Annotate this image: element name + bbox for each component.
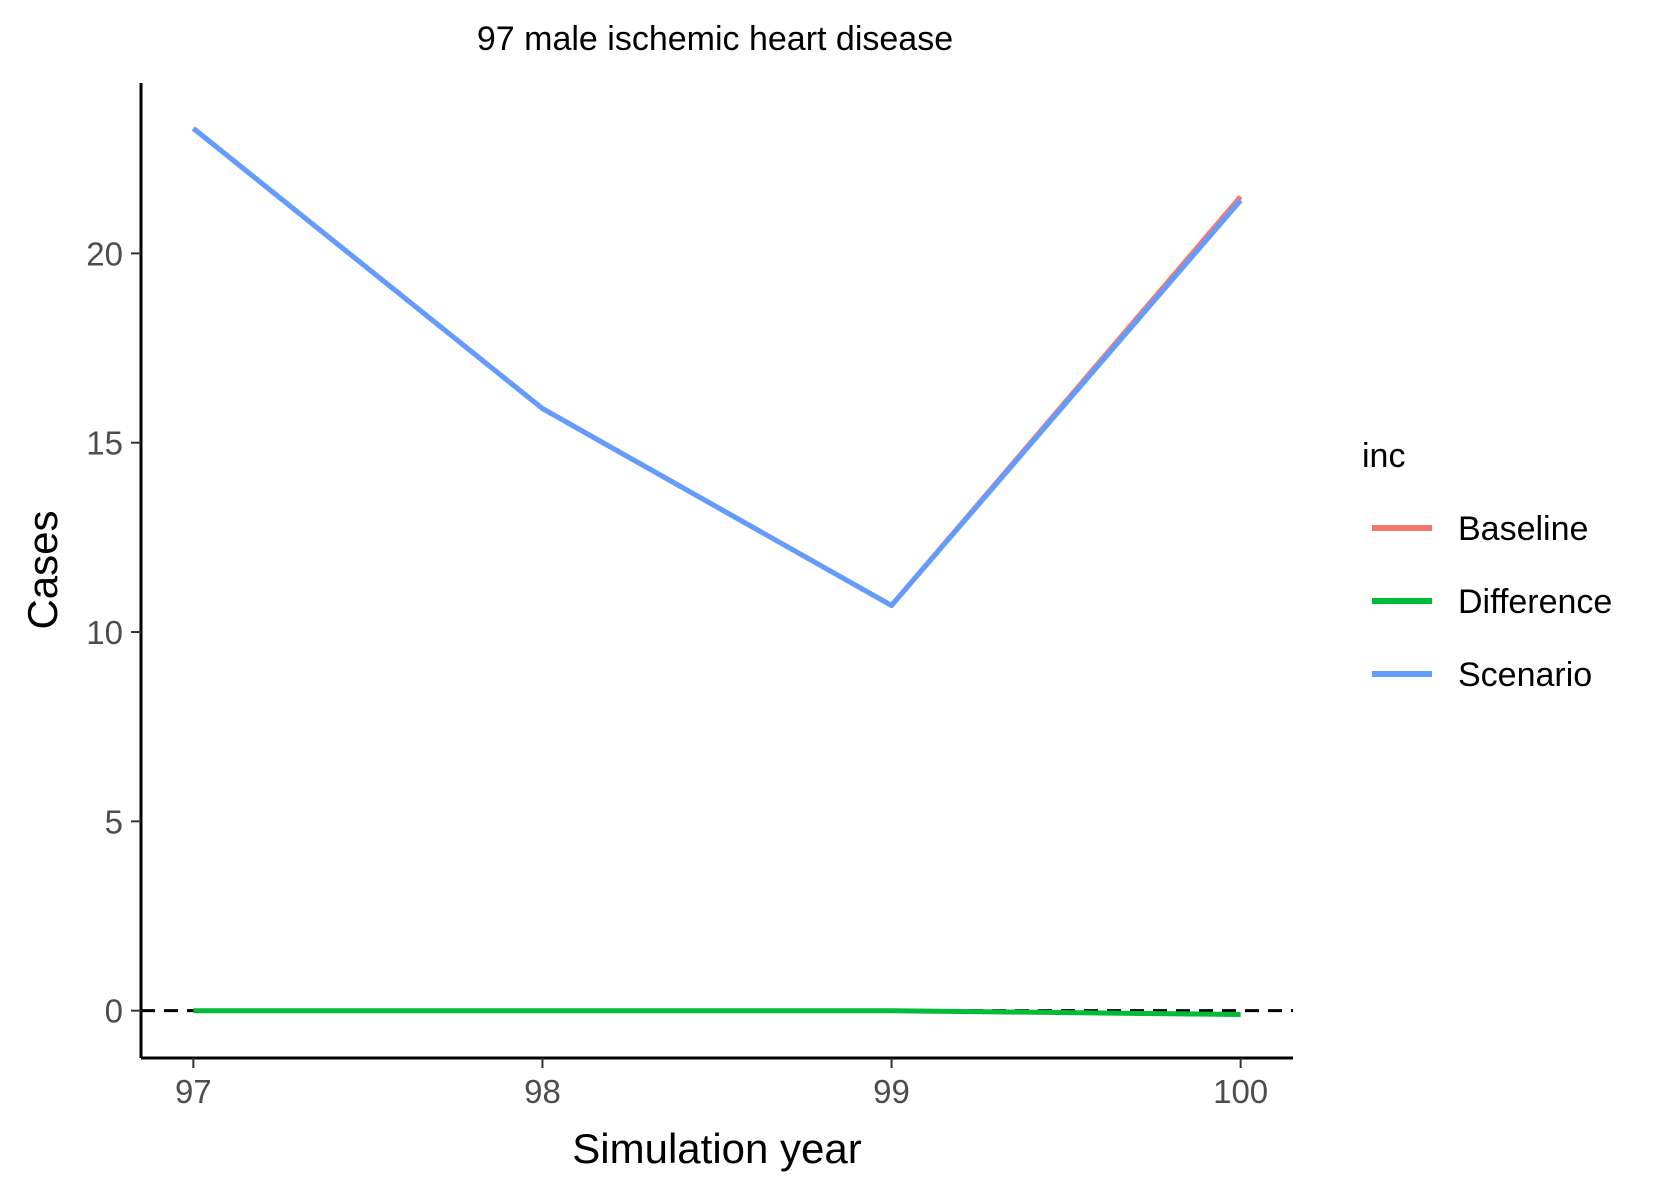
- chart-title: 97 male ischemic heart disease: [477, 20, 953, 58]
- x-tick-label: 98: [524, 1073, 561, 1110]
- y-axis-title: Cases: [19, 510, 66, 629]
- series-line-baseline: [191, 126, 1243, 608]
- y-axis-ticks: 0 5 10 15 20: [86, 235, 141, 1030]
- x-tick-label: 99: [873, 1073, 910, 1110]
- y-tick-label: 15: [86, 425, 123, 462]
- plot-area: 0 5 10 15 20 97 98 99 100: [86, 83, 1293, 1110]
- y-tick-label: 5: [105, 803, 123, 840]
- legend: inc Baseline Difference Scenario: [1362, 437, 1612, 694]
- series-line-difference: [193, 1008, 1241, 1017]
- series-line-scenario: [191, 126, 1243, 608]
- x-axis-ticks: 97 98 99 100: [175, 1058, 1268, 1110]
- series-layer: [191, 126, 1243, 1017]
- legend-label-scenario: Scenario: [1458, 656, 1592, 694]
- x-tick-label: 100: [1213, 1073, 1268, 1110]
- x-axis-title: Simulation year: [572, 1125, 861, 1172]
- y-tick-label: 0: [105, 993, 123, 1030]
- legend-title: inc: [1362, 437, 1405, 475]
- legend-label-difference: Difference: [1458, 583, 1612, 621]
- legend-label-baseline: Baseline: [1458, 510, 1588, 548]
- x-tick-label: 97: [175, 1073, 212, 1110]
- y-tick-label: 20: [86, 235, 123, 272]
- y-tick-label: 10: [86, 614, 123, 651]
